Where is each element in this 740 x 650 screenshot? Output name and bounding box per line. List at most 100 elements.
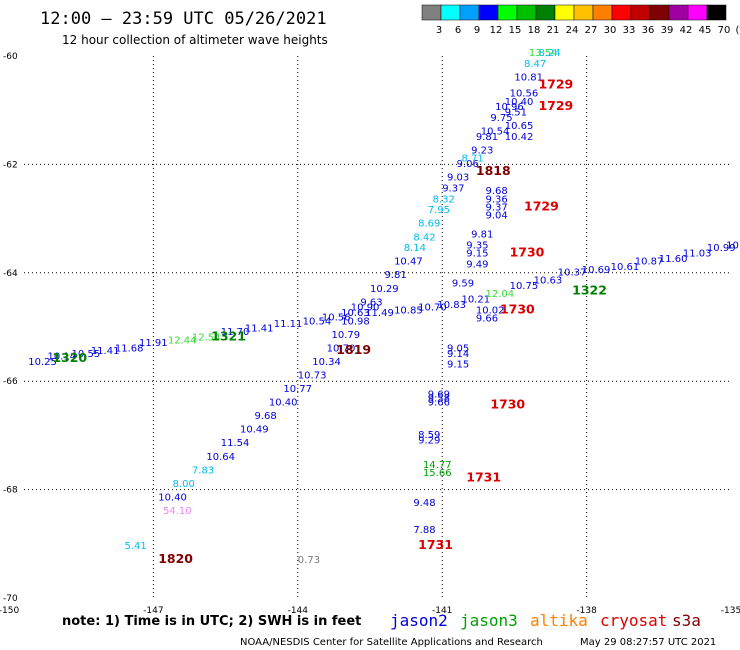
wave-height-label: 10.64 xyxy=(206,452,235,463)
wave-height-label: 8.69 xyxy=(418,219,440,230)
wave-height-label: 10.99 xyxy=(707,243,736,254)
wave-height-label: 10.56 xyxy=(322,312,351,323)
wave-height-label: 10.63 xyxy=(341,308,370,319)
jason2-point: 9.48 xyxy=(413,498,435,509)
y-tick-label: -66 xyxy=(3,377,18,387)
wave-height-label: 9.15 xyxy=(466,249,488,260)
colorbar-label: 70 xyxy=(718,25,731,36)
colorbar-swatch xyxy=(630,4,651,21)
time-annotation: 1729 xyxy=(538,77,573,92)
wave-height-label: 7.95 xyxy=(428,205,450,216)
wave-height-label: 9.81 xyxy=(384,270,406,281)
colorbar-swatch xyxy=(649,4,670,21)
jason2-point: 9.14 xyxy=(447,349,469,360)
wave-height-label: 11.41 xyxy=(245,323,274,334)
wave-height-label: 10.25 xyxy=(28,357,57,368)
wave-height-label: 11.11 xyxy=(274,319,303,330)
wave-height-label: 10.40 xyxy=(269,398,298,409)
wave-height-label: 54.10 xyxy=(163,506,192,517)
colorbar-label: 27 xyxy=(585,25,598,36)
time-annotations: 1819 1818 1729 1729 1729 1730 1730 1730 1322 1321… xyxy=(52,77,607,412)
x-tick-label: -150 xyxy=(0,606,19,616)
wave-height-label: 9.03 xyxy=(447,173,469,184)
wave-height-label: 10.56 xyxy=(510,89,539,100)
wave-height-label: 10.65 xyxy=(505,121,534,132)
wave-height-label: 9.35 xyxy=(466,240,488,251)
jason2-point: 9.69 xyxy=(428,389,450,400)
wave-height-label: 11.49 xyxy=(365,308,394,319)
wave-height-label: 10.54 xyxy=(481,127,510,138)
wave-height-label: 10.70 xyxy=(327,343,356,354)
wave-height-label: 10.87 xyxy=(635,257,664,268)
colorbar-label: 45 xyxy=(699,25,712,36)
wave-height-label: 10.55 xyxy=(72,349,101,360)
wave-height-label: 9.81 xyxy=(476,132,498,143)
wave-height-label: 9.75 xyxy=(490,113,512,124)
colorbar-swatch xyxy=(459,4,480,21)
wave-height-label: 12.04 xyxy=(486,289,515,300)
y-tick-label: -70 xyxy=(3,594,18,604)
colorbar-label: 3 xyxy=(436,25,442,36)
wave-height-label: 10.85 xyxy=(394,305,423,316)
y-tick-label: -60 xyxy=(3,52,18,62)
x-tick-label: -144 xyxy=(288,606,309,616)
colorbar-label: 9 xyxy=(474,25,480,36)
wave-height-label: 10.21 xyxy=(461,295,490,306)
wave-height-label: 9.06 xyxy=(457,159,479,170)
wave-height-label: 9.36 xyxy=(486,194,508,205)
colorbar-swatch xyxy=(706,4,727,21)
wave-height-label: 8.32 xyxy=(433,194,455,205)
colorbar-label: 21 xyxy=(547,25,560,36)
wave-height-label: 9.66 xyxy=(476,314,498,325)
wave-height-label: 10.02 xyxy=(476,305,505,316)
y-tick-label: -62 xyxy=(3,160,18,170)
colorbar-label: 24 xyxy=(566,25,579,36)
wave-height-label: 10.70 xyxy=(418,303,447,314)
x-tick-label: -135 xyxy=(721,606,740,616)
wave-height-label: 13.54 xyxy=(529,48,558,59)
wave-height-label: 10.90 xyxy=(351,303,380,314)
wave-height-label: 10.40 xyxy=(505,97,534,108)
legend-cryosat: cryosat xyxy=(600,611,667,630)
wave-height-label: 10.14 xyxy=(48,352,77,363)
wave-height-label: 10.49 xyxy=(240,425,269,436)
wave-height-label: 11.68 xyxy=(115,343,144,354)
wave-height-label: 8.42 xyxy=(413,232,435,243)
wave-height-label: 9.37 xyxy=(442,184,464,195)
wave-height-label: 10.47 xyxy=(726,240,740,251)
jason2-point: 8.59 xyxy=(418,430,440,441)
colorbar-label: 39 xyxy=(661,25,674,36)
x-tick-label: -138 xyxy=(576,606,597,616)
wave-height-label: 9.81 xyxy=(471,230,493,241)
wave-height-label: 8.00 xyxy=(173,479,195,490)
wave-height-label: 8.24 xyxy=(538,48,560,59)
s3a-point: 1820 xyxy=(158,551,193,566)
colorbar-label: 36 xyxy=(642,25,655,36)
axis-ticks: -150 -147 -144 -141 -138 -135 -60 -62 -64 -66 -68 -… xyxy=(0,52,740,616)
time-annotation: 1819 xyxy=(336,342,371,357)
satellite-legend: jason2 jason3 altika cryosat s3a xyxy=(390,611,701,630)
time-annotation: 1730 xyxy=(510,245,545,260)
jason2-point: 9.15 xyxy=(447,360,469,371)
wave-height-label: 5.41 xyxy=(125,541,147,552)
wave-height-label: 11.41 xyxy=(91,346,120,357)
wave-height-label: 11.70 xyxy=(221,327,250,338)
colorbar-label: 15 xyxy=(509,25,522,36)
wave-height-label: 10.47 xyxy=(394,257,423,268)
jason2-point: 9.29 xyxy=(418,436,440,447)
wave-height-label: 9.37 xyxy=(486,202,508,213)
wave-height-label: 10.77 xyxy=(283,384,312,395)
wave-height-label: 9.23 xyxy=(471,146,493,157)
cryosat-point: 1731 xyxy=(466,469,501,484)
colorbar-label: 33 xyxy=(623,25,636,36)
footer-note: note: 1) Time is in UTC; 2) SWH is in fe… xyxy=(62,614,361,629)
time-annotation: 1320 xyxy=(52,350,87,365)
colorbar-swatch xyxy=(592,4,613,21)
jason2-point: 9.05 xyxy=(447,343,469,354)
legend-s3a: s3a xyxy=(672,611,701,630)
wave-height-label: 10.73 xyxy=(298,370,327,381)
jason2-point: 9.58 xyxy=(428,393,450,404)
